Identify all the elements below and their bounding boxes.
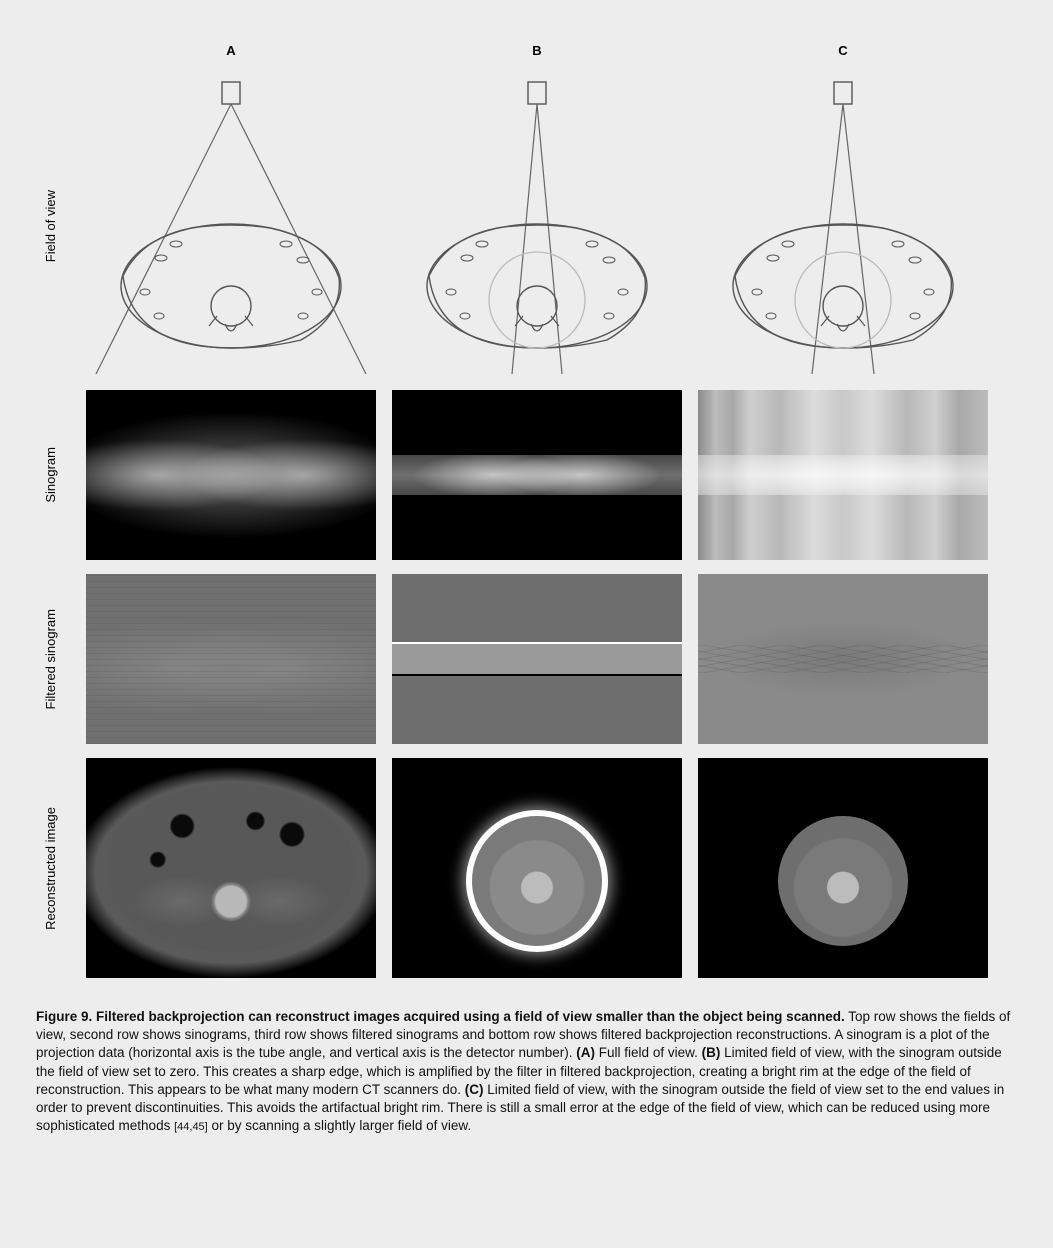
filtered-sinogram-c (698, 574, 988, 744)
caption-c-text2: or by scanning a slightly larger field o… (208, 1118, 471, 1133)
fov-diagram-a (86, 76, 376, 376)
figure-caption: Figure 9. Filtered backprojection can re… (30, 1008, 1023, 1136)
caption-c-label: (C) (465, 1082, 484, 1097)
col-header-b: B (532, 43, 541, 62)
caption-fig-label: Figure 9. (36, 1009, 96, 1024)
recon-image-a (86, 758, 376, 978)
fov-diagram-b (392, 76, 682, 376)
filtered-sinogram-a (86, 574, 376, 744)
caption-title: Filtered backprojection can reconstruct … (96, 1009, 845, 1024)
col-header-c: C (838, 43, 847, 62)
caption-refs: [44,45] (174, 1121, 208, 1133)
row-label-sinogram: Sinogram (43, 447, 58, 503)
sinogram-a (86, 390, 376, 560)
figure-grid: A B C Field of view (30, 40, 1023, 978)
caption-b-label: (B) (702, 1045, 721, 1060)
caption-a-label: (A) (576, 1045, 595, 1060)
caption-a-text: Full field of view. (595, 1045, 702, 1060)
sinogram-c (698, 390, 988, 560)
recon-image-b (392, 758, 682, 978)
filtered-sinogram-b (392, 574, 682, 744)
col-header-a: A (226, 43, 235, 62)
sinogram-b (392, 390, 682, 560)
row-label-recon: Reconstructed image (43, 807, 58, 930)
row-label-fov: Field of view (43, 190, 58, 262)
row-label-filtered: Filtered sinogram (43, 609, 58, 709)
recon-image-c (698, 758, 988, 978)
fov-diagram-c (698, 76, 988, 376)
